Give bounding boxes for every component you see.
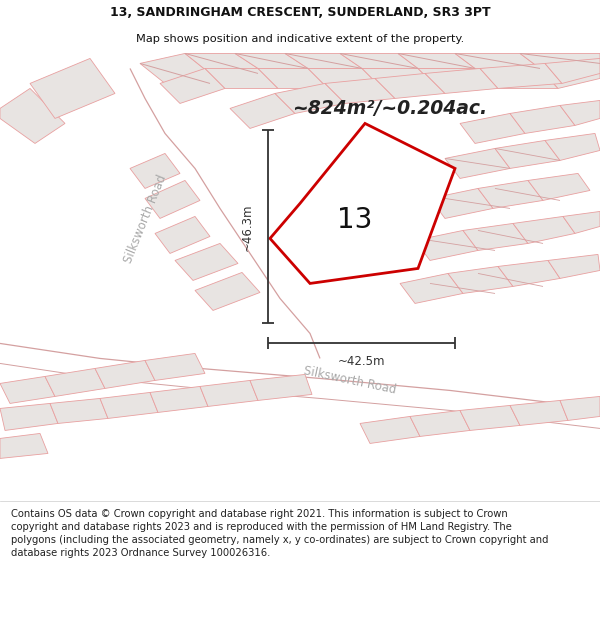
Polygon shape — [495, 141, 560, 168]
Polygon shape — [145, 353, 205, 381]
Polygon shape — [463, 223, 528, 251]
Polygon shape — [455, 53, 540, 68]
Polygon shape — [520, 53, 600, 68]
Text: ~46.3m: ~46.3m — [241, 203, 254, 251]
Polygon shape — [362, 68, 438, 88]
Polygon shape — [425, 68, 498, 93]
Text: Silksworth Road: Silksworth Road — [302, 364, 398, 397]
Polygon shape — [145, 181, 200, 218]
Polygon shape — [275, 83, 345, 113]
Polygon shape — [50, 399, 108, 423]
Polygon shape — [0, 433, 48, 458]
Polygon shape — [445, 148, 510, 178]
Polygon shape — [460, 113, 525, 143]
Polygon shape — [0, 53, 320, 378]
Polygon shape — [308, 68, 382, 88]
Polygon shape — [560, 396, 600, 421]
Polygon shape — [45, 368, 105, 396]
Polygon shape — [325, 78, 395, 103]
Polygon shape — [270, 123, 455, 283]
Polygon shape — [140, 53, 210, 83]
Polygon shape — [540, 68, 600, 88]
Polygon shape — [100, 392, 158, 418]
Polygon shape — [400, 273, 463, 303]
Polygon shape — [0, 376, 55, 404]
Polygon shape — [528, 173, 590, 201]
Polygon shape — [548, 254, 600, 278]
Polygon shape — [250, 374, 312, 401]
Text: 13: 13 — [337, 206, 373, 234]
Polygon shape — [258, 68, 328, 88]
Polygon shape — [285, 53, 362, 68]
Polygon shape — [460, 406, 520, 431]
Text: 13, SANDRINGHAM CRESCENT, SUNDERLAND, SR3 3PT: 13, SANDRINGHAM CRESCENT, SUNDERLAND, SR… — [110, 6, 490, 19]
Polygon shape — [513, 216, 575, 243]
Polygon shape — [418, 68, 495, 88]
Polygon shape — [498, 261, 560, 286]
Polygon shape — [475, 68, 558, 88]
Polygon shape — [360, 416, 420, 443]
Polygon shape — [205, 68, 278, 88]
Text: Silksworth Road: Silksworth Road — [121, 173, 169, 264]
Polygon shape — [30, 58, 115, 118]
Polygon shape — [0, 348, 600, 508]
Polygon shape — [155, 216, 210, 253]
Text: ~42.5m: ~42.5m — [338, 356, 385, 368]
Text: Contains OS data © Crown copyright and database right 2021. This information is : Contains OS data © Crown copyright and d… — [11, 509, 548, 558]
Polygon shape — [340, 53, 418, 68]
Polygon shape — [130, 153, 180, 188]
Polygon shape — [235, 53, 308, 68]
Polygon shape — [0, 88, 65, 143]
Polygon shape — [230, 93, 295, 128]
Polygon shape — [410, 411, 470, 436]
Polygon shape — [185, 53, 258, 73]
Polygon shape — [175, 243, 238, 281]
Polygon shape — [510, 401, 568, 426]
Polygon shape — [398, 53, 475, 68]
Text: ~824m²/~0.204ac.: ~824m²/~0.204ac. — [292, 99, 488, 118]
Polygon shape — [195, 272, 260, 311]
Polygon shape — [415, 231, 478, 261]
Polygon shape — [563, 211, 600, 233]
Polygon shape — [448, 266, 513, 293]
Polygon shape — [160, 68, 225, 103]
Polygon shape — [478, 181, 543, 208]
Polygon shape — [200, 381, 258, 406]
Polygon shape — [95, 361, 155, 388]
Polygon shape — [480, 63, 562, 88]
Text: Map shows position and indicative extent of the property.: Map shows position and indicative extent… — [136, 34, 464, 44]
Polygon shape — [150, 386, 208, 412]
Polygon shape — [375, 73, 445, 98]
Polygon shape — [430, 188, 493, 218]
Polygon shape — [0, 404, 58, 431]
Polygon shape — [545, 58, 600, 83]
Polygon shape — [545, 133, 600, 161]
Polygon shape — [510, 106, 575, 133]
Polygon shape — [560, 101, 600, 126]
